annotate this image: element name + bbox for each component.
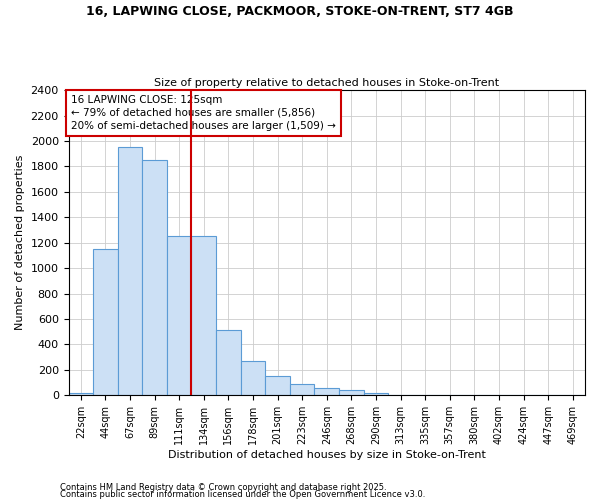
Bar — [167, 236, 191, 396]
Bar — [118, 148, 142, 396]
Text: Contains public sector information licensed under the Open Government Licence v3: Contains public sector information licen… — [60, 490, 425, 499]
Bar — [364, 394, 388, 396]
Bar — [265, 376, 290, 396]
Bar — [314, 388, 339, 396]
Bar — [241, 361, 265, 396]
Bar — [93, 249, 118, 396]
Bar — [388, 394, 413, 396]
Text: 16, LAPWING CLOSE, PACKMOOR, STOKE-ON-TRENT, ST7 4GB: 16, LAPWING CLOSE, PACKMOOR, STOKE-ON-TR… — [86, 5, 514, 18]
Bar — [339, 390, 364, 396]
Bar — [142, 160, 167, 396]
Bar — [216, 330, 241, 396]
Text: Contains HM Land Registry data © Crown copyright and database right 2025.: Contains HM Land Registry data © Crown c… — [60, 484, 386, 492]
Title: Size of property relative to detached houses in Stoke-on-Trent: Size of property relative to detached ho… — [154, 78, 499, 88]
X-axis label: Distribution of detached houses by size in Stoke-on-Trent: Distribution of detached houses by size … — [168, 450, 486, 460]
Text: 16 LAPWING CLOSE: 125sqm
← 79% of detached houses are smaller (5,856)
20% of sem: 16 LAPWING CLOSE: 125sqm ← 79% of detach… — [71, 94, 336, 131]
Bar — [290, 384, 314, 396]
Y-axis label: Number of detached properties: Number of detached properties — [15, 155, 25, 330]
Bar — [191, 236, 216, 396]
Bar — [68, 393, 93, 396]
